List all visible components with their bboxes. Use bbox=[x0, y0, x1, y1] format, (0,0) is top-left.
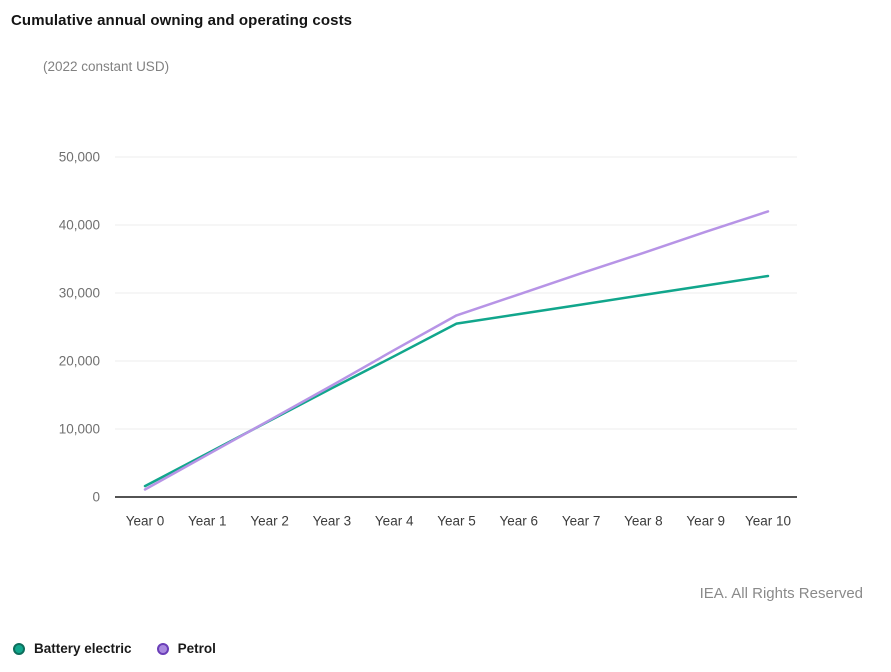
y-axis-tick-label: 0 bbox=[92, 490, 100, 505]
x-axis-tick-label: Year 6 bbox=[500, 514, 539, 529]
x-axis-tick-label: Year 8 bbox=[624, 514, 663, 529]
legend-item-petrol[interactable]: Petrol bbox=[156, 641, 216, 656]
x-axis-tick-label: Year 5 bbox=[437, 514, 476, 529]
x-axis-tick-label: Year 3 bbox=[313, 514, 352, 529]
x-axis-tick-label: Year 2 bbox=[250, 514, 289, 529]
chart-subtitle: (2022 constant USD) bbox=[43, 59, 170, 74]
x-axis-tick-label: Year 4 bbox=[375, 514, 414, 529]
legend: Battery electric Petrol bbox=[13, 641, 216, 656]
legend-label-battery-electric: Battery electric bbox=[34, 641, 132, 656]
x-axis-tick-label: Year 0 bbox=[126, 514, 165, 529]
x-axis-tick-label: Year 10 bbox=[745, 514, 791, 529]
battery-electric-marker-icon bbox=[13, 642, 25, 655]
y-axis-tick-label: 50,000 bbox=[59, 150, 100, 165]
x-axis-tick-label: Year 1 bbox=[188, 514, 227, 529]
y-axis-tick-label: 30,000 bbox=[59, 286, 100, 301]
legend-label-petrol: Petrol bbox=[177, 641, 216, 656]
y-axis-tick-label: 40,000 bbox=[59, 218, 100, 233]
legend-item-battery-electric[interactable]: Battery electric bbox=[13, 641, 132, 656]
chart-title: Cumulative annual owning and operating c… bbox=[11, 12, 353, 29]
y-axis-tick-label: 10,000 bbox=[59, 422, 100, 437]
series-line-petrol[interactable] bbox=[143, 210, 770, 491]
plot-area: 0 10,000 20,000 30,000 40,000 50,000 Year 0 Yea… bbox=[59, 150, 797, 529]
copyright-notice: IEA. All Rights Reserved bbox=[699, 585, 863, 602]
y-axis-tick-label: 20,000 bbox=[59, 354, 100, 369]
series-line-battery-electric[interactable] bbox=[143, 274, 770, 488]
x-axis-tick-label: Year 9 bbox=[686, 514, 725, 529]
petrol-marker-icon bbox=[156, 642, 169, 655]
x-axis-tick-label: Year 7 bbox=[562, 514, 601, 529]
